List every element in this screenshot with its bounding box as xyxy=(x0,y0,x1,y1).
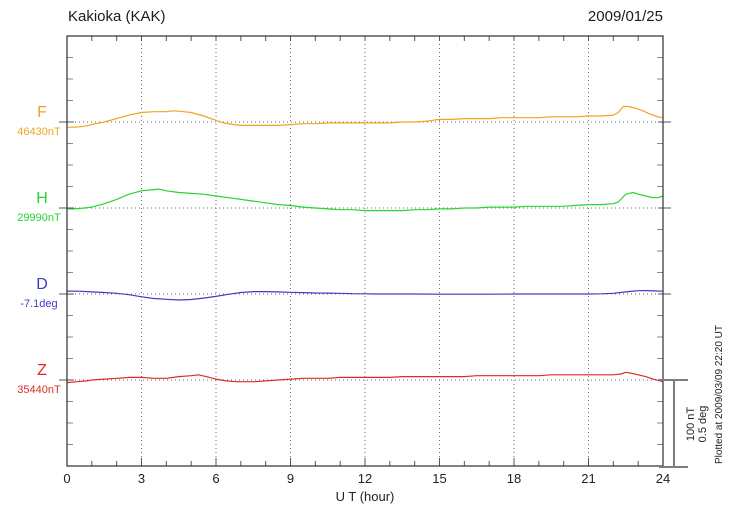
scale-bar-label-deg: 0.5 deg xyxy=(697,406,709,443)
curve-Z xyxy=(66,371,664,384)
series-letter-Z: Z xyxy=(37,362,47,379)
ticks-layer xyxy=(59,36,671,466)
labels-layer: 0 3 6 9 12 15 18 21 24 F 46430nT H 29990nT D -7.1deg Z 3… xyxy=(17,104,670,486)
curve-F xyxy=(67,105,664,128)
plotted-at-label: Plotted at 2009/03/09 22:20 UT xyxy=(714,325,725,464)
x-tick-label: 0 xyxy=(63,471,70,486)
amplitude-scale-bar: 100 nT 0.5 deg xyxy=(659,379,709,468)
series-letter-H: H xyxy=(36,190,48,207)
x-tick-label: 24 xyxy=(656,471,670,486)
plot-frame xyxy=(66,35,664,467)
series-value-H: 29990nT xyxy=(17,212,61,224)
date-label: 2009/01/25 xyxy=(588,8,663,25)
x-tick-label: 3 xyxy=(138,471,145,486)
curves-layer xyxy=(66,105,664,384)
x-tick-label: 12 xyxy=(358,471,372,486)
series-value-Z: 35440nT xyxy=(17,384,61,396)
series-letter-D: D xyxy=(36,276,48,293)
curve-H xyxy=(67,188,664,212)
x-tick-label: 15 xyxy=(432,471,446,486)
x-tick-label: 6 xyxy=(212,471,219,486)
station-title: Kakioka (KAK) xyxy=(68,8,166,25)
x-tick-label: 9 xyxy=(287,471,294,486)
x-axis-title: U T (hour) xyxy=(336,489,395,504)
curve-D xyxy=(66,290,664,301)
series-value-F: 46430nT xyxy=(17,126,61,138)
series-value-D: -7.1deg xyxy=(20,298,57,310)
scale-bar-label-nt: 100 nT xyxy=(685,407,697,442)
x-tick-label: 18 xyxy=(507,471,521,486)
x-tick-label: 21 xyxy=(581,471,595,486)
grid-layer xyxy=(67,36,663,466)
series-letter-F: F xyxy=(37,104,47,121)
